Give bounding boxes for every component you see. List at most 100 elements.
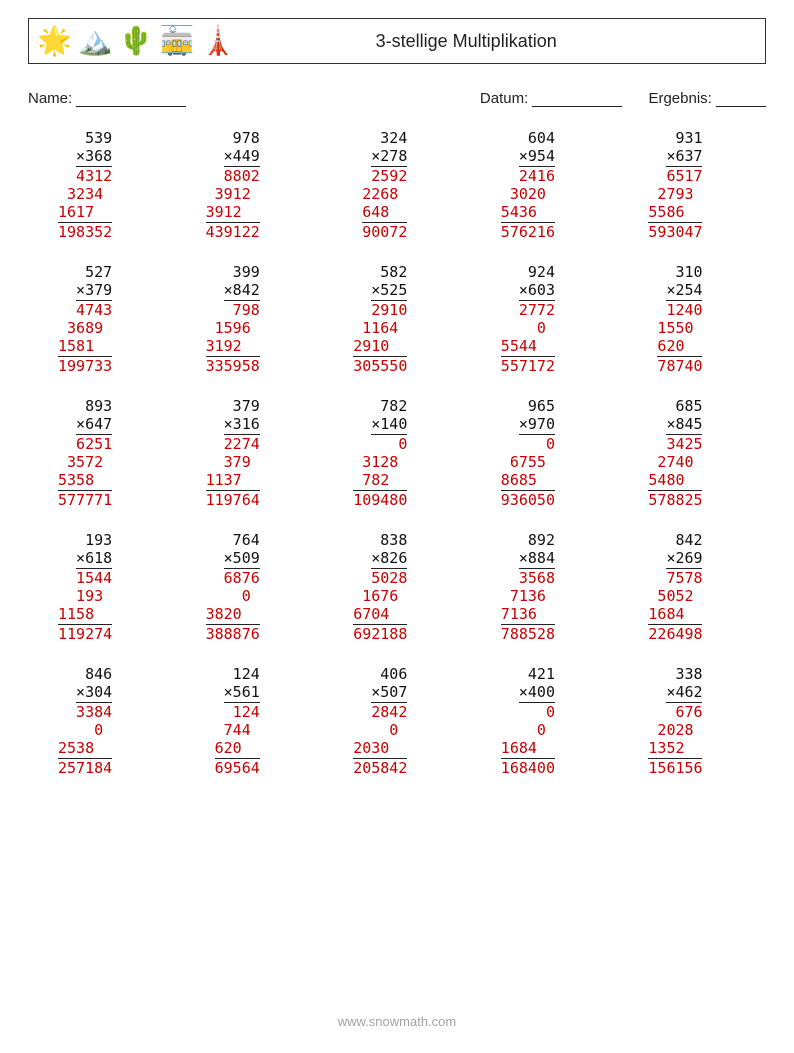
- multiplication-problem: 406 ×507 2842 0 2030 205842: [323, 665, 471, 777]
- answer-line: 1676: [353, 587, 407, 605]
- operand: ×254: [648, 281, 702, 299]
- page-title: 3-stellige Multiplikation: [235, 31, 757, 52]
- answer-line: 2793: [648, 185, 702, 203]
- operand: 124: [206, 665, 260, 683]
- result-field: Ergebnis:: [648, 90, 766, 107]
- multiplication-problem: 838 ×826 5028 1676 6704 692188: [323, 531, 471, 643]
- operand: 965: [501, 397, 555, 415]
- operand: 978: [206, 129, 260, 147]
- multiplication-problem: 582 ×525 2910 1164 2910 305550: [323, 263, 471, 375]
- answer-line: 2740: [648, 453, 702, 471]
- multiplication-problem: 924 ×603 2772 0 5544 557172: [471, 263, 619, 375]
- date-label: Datum:: [480, 90, 528, 107]
- answer-line: 782: [353, 471, 407, 489]
- operand: ×269: [648, 549, 702, 567]
- answer-line: 5544: [501, 337, 555, 355]
- operand: 193: [58, 531, 112, 549]
- multiplication-problem: 124 ×561 124 744 620 69564: [176, 665, 324, 777]
- answer-line: 109480: [353, 491, 407, 509]
- answer-line: 388876: [206, 625, 260, 643]
- operand: 893: [58, 397, 112, 415]
- operand: 931: [648, 129, 702, 147]
- operand: 421: [501, 665, 555, 683]
- result-blank[interactable]: [716, 92, 766, 107]
- answer-line: 205842: [353, 759, 407, 777]
- cactus-icon: 🌵: [119, 27, 154, 55]
- multiplication-problem: 399 ×842 798 1596 3192 335958: [176, 263, 324, 375]
- date-field: Datum:: [480, 90, 623, 107]
- multiplication-problem: 893 ×647 6251 3572 5358 577771: [28, 397, 176, 509]
- operand: ×140: [353, 415, 407, 433]
- answer-line: 0: [353, 435, 407, 453]
- answer-line: 199733: [58, 357, 112, 375]
- answer-line: 5586: [648, 203, 702, 221]
- operand: ×368: [58, 147, 112, 165]
- answer-line: 7578: [648, 569, 702, 587]
- answer-line: 2028: [648, 721, 702, 739]
- answer-line: 798: [206, 301, 260, 319]
- operand: 582: [353, 263, 407, 281]
- starfish-icon: 🌟: [37, 27, 72, 55]
- answer-line: 576216: [501, 223, 555, 241]
- answer-line: 0: [501, 721, 555, 739]
- multiplication-problem: 764 ×509 6876 0 3820 388876: [176, 531, 324, 643]
- mountains-icon: 🏔️: [78, 27, 113, 55]
- answer-line: 648: [353, 203, 407, 221]
- answer-line: 7136: [501, 587, 555, 605]
- operand: 379: [206, 397, 260, 415]
- answer-line: 1240: [648, 301, 702, 319]
- answer-line: 0: [501, 435, 555, 453]
- operand: ×603: [501, 281, 555, 299]
- multiplication-problem: 193 ×618 1544 193 1158 119274: [28, 531, 176, 643]
- name-blank[interactable]: [76, 92, 186, 107]
- answer-line: 6251: [58, 435, 112, 453]
- answer-line: 6517: [648, 167, 702, 185]
- answer-line: 119764: [206, 491, 260, 509]
- answer-line: 168400: [501, 759, 555, 777]
- answer-line: 578825: [648, 491, 702, 509]
- answer-line: 2538: [58, 739, 112, 757]
- answer-line: 3912: [206, 203, 260, 221]
- answer-line: 788528: [501, 625, 555, 643]
- multiplication-problem: 978 ×449 8802 3912 3912 439122: [176, 129, 324, 241]
- answer-line: 2910: [353, 301, 407, 319]
- answer-line: 90072: [353, 223, 407, 241]
- answer-line: 3568: [501, 569, 555, 587]
- footer-watermark: www.snowmath.com: [0, 1014, 794, 1029]
- multiplication-problem: 310 ×254 1240 1550 620 78740: [618, 263, 766, 375]
- answer-line: 3912: [206, 185, 260, 203]
- operand: ×618: [58, 549, 112, 567]
- answer-line: 620: [206, 739, 260, 757]
- multiplication-problem: 892 ×884 3568 7136 7136 788528: [471, 531, 619, 643]
- answer-line: 1617: [58, 203, 112, 221]
- multiplication-problem: 324 ×278 2592 2268 648 90072: [323, 129, 471, 241]
- answer-line: 2274: [206, 435, 260, 453]
- answer-line: 1684: [648, 605, 702, 623]
- operand: ×304: [58, 683, 112, 701]
- answer-line: 6704: [353, 605, 407, 623]
- header-icons: 🌟 🏔️ 🌵 🚋 🗼: [37, 27, 235, 55]
- answer-line: 0: [501, 319, 555, 337]
- answer-line: 1164: [353, 319, 407, 337]
- answer-line: 4743: [58, 301, 112, 319]
- answer-line: 1352: [648, 739, 702, 757]
- answer-line: 2842: [353, 703, 407, 721]
- operand: ×525: [353, 281, 407, 299]
- name-label: Name:: [28, 90, 72, 107]
- operand: ×970: [501, 415, 555, 433]
- answer-line: 3689: [58, 319, 112, 337]
- operand: ×845: [648, 415, 702, 433]
- operand: 892: [501, 531, 555, 549]
- multiplication-problem: 527 ×379 4743 3689 1581 199733: [28, 263, 176, 375]
- answer-line: 198352: [58, 223, 112, 241]
- answer-line: 3234: [58, 185, 112, 203]
- answer-line: 3020: [501, 185, 555, 203]
- operand: 782: [353, 397, 407, 415]
- date-blank[interactable]: [532, 92, 622, 107]
- answer-line: 676: [648, 703, 702, 721]
- answer-line: 7136: [501, 605, 555, 623]
- answer-line: 305550: [353, 357, 407, 375]
- multiplication-problem: 421 ×400 0 0 1684 168400: [471, 665, 619, 777]
- answer-line: 692188: [353, 625, 407, 643]
- answer-line: 3192: [206, 337, 260, 355]
